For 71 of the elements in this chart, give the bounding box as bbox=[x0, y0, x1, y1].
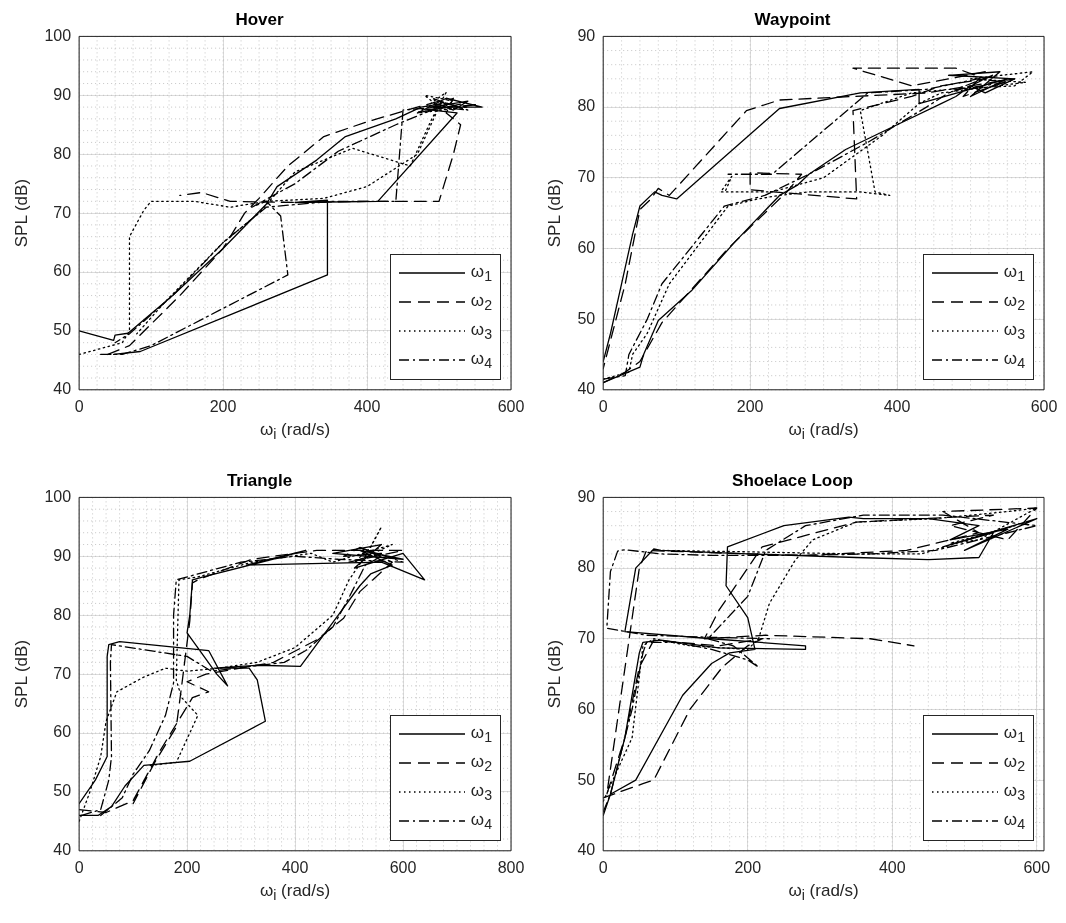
legend-label: ω$_{3}$ bbox=[470, 781, 492, 804]
y-tick-label: 50 bbox=[53, 782, 72, 800]
legend-label: ω$_{1}$ bbox=[470, 723, 492, 746]
y-tick-label: 40 bbox=[577, 841, 596, 859]
y-tick-label: 90 bbox=[53, 546, 72, 564]
y-tick-label: 90 bbox=[577, 26, 596, 44]
legend-label: ω$_{4}$ bbox=[1003, 810, 1025, 833]
legend-label: ω$_{4}$ bbox=[470, 349, 492, 372]
y-tick-label: 50 bbox=[577, 309, 596, 327]
y-tick-label: 60 bbox=[53, 723, 72, 741]
y-tick-label: 70 bbox=[577, 168, 596, 186]
chart-title: Triangle bbox=[226, 470, 293, 490]
y-tick-label: 80 bbox=[53, 605, 72, 623]
legend-label: ω$_{2}$ bbox=[470, 752, 492, 775]
x-tick-label: 800 bbox=[497, 858, 525, 876]
y-tick-label: 40 bbox=[53, 380, 72, 398]
x-tick-label: 200 bbox=[209, 397, 237, 415]
x-axis-title: ω$_{i}$ (rad/s) bbox=[788, 419, 859, 443]
y-tick-label: 100 bbox=[44, 26, 72, 44]
y-tick-label: 80 bbox=[577, 97, 596, 115]
legend-label: ω$_{2}$ bbox=[1003, 291, 1025, 314]
legend-label: ω$_{2}$ bbox=[470, 291, 492, 314]
x-tick-label: 600 bbox=[1030, 397, 1058, 415]
x-tick-label: 0 bbox=[74, 397, 84, 415]
y-tick-label: 50 bbox=[577, 770, 596, 788]
x-tick-label: 400 bbox=[883, 397, 911, 415]
chart-title: Hover bbox=[235, 9, 284, 29]
x-tick-label: 400 bbox=[281, 858, 309, 876]
y-axis-title: SPL (dB) bbox=[544, 178, 564, 248]
legend-label: ω$_{1}$ bbox=[1003, 723, 1025, 746]
chart-title: Shoelace Loop bbox=[732, 470, 853, 490]
x-axis-title: ω$_{i}$ (rad/s) bbox=[259, 419, 331, 443]
x-tick-label: 0 bbox=[598, 397, 608, 415]
legend-label: ω$_{3}$ bbox=[470, 320, 492, 343]
y-tick-label: 60 bbox=[577, 238, 596, 256]
x-tick-label: 200 bbox=[736, 397, 764, 415]
x-tick-label: 0 bbox=[598, 858, 608, 876]
chart-title: Waypoint bbox=[754, 9, 831, 29]
legend-label: ω$_{1}$ bbox=[1003, 262, 1025, 285]
x-tick-label: 600 bbox=[1023, 858, 1051, 876]
x-tick-label: 0 bbox=[74, 858, 84, 876]
y-tick-label: 70 bbox=[577, 629, 596, 647]
y-tick-label: 40 bbox=[53, 841, 72, 859]
legend-label: ω$_{1}$ bbox=[470, 262, 492, 285]
y-tick-label: 60 bbox=[53, 262, 72, 280]
y-tick-label: 80 bbox=[577, 558, 596, 576]
y-tick-label: 80 bbox=[53, 144, 72, 162]
legend-label: ω$_{3}$ bbox=[1003, 781, 1025, 804]
y-axis-title: SPL (dB) bbox=[11, 178, 31, 248]
y-tick-label: 50 bbox=[53, 321, 72, 339]
legend-label: ω$_{3}$ bbox=[1003, 320, 1025, 343]
x-axis-title: ω$_{i}$ (rad/s) bbox=[788, 880, 859, 904]
y-tick-label: 70 bbox=[53, 664, 72, 682]
x-tick-label: 200 bbox=[173, 858, 201, 876]
y-tick-label: 90 bbox=[577, 487, 596, 505]
y-tick-label: 40 bbox=[577, 380, 596, 398]
y-axis-title: SPL (dB) bbox=[544, 639, 564, 709]
x-tick-label: 600 bbox=[497, 397, 525, 415]
legend-label: ω$_{4}$ bbox=[470, 810, 492, 833]
x-tick-label: 200 bbox=[734, 858, 762, 876]
y-axis-title: SPL (dB) bbox=[11, 639, 31, 709]
x-tick-label: 400 bbox=[353, 397, 381, 415]
y-tick-label: 70 bbox=[53, 203, 72, 221]
legend-label: ω$_{2}$ bbox=[1003, 752, 1025, 775]
y-tick-label: 90 bbox=[53, 85, 72, 103]
x-tick-label: 400 bbox=[878, 858, 906, 876]
y-tick-label: 60 bbox=[577, 699, 596, 717]
y-tick-label: 100 bbox=[44, 487, 72, 505]
x-axis-title: ω$_{i}$ (rad/s) bbox=[259, 880, 331, 904]
legend-label: ω$_{4}$ bbox=[1003, 349, 1025, 372]
x-tick-label: 600 bbox=[389, 858, 417, 876]
